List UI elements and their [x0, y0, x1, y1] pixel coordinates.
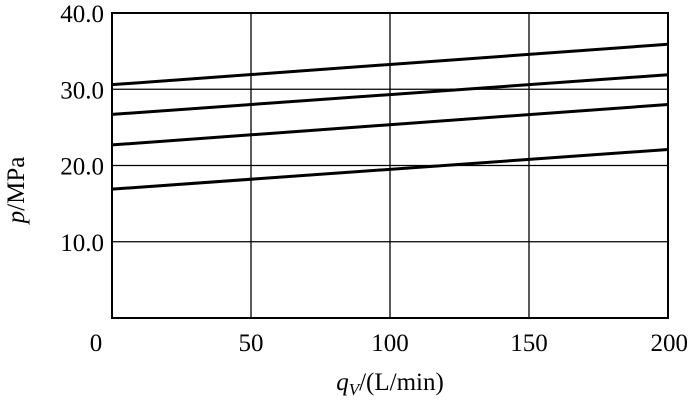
series-line-1	[111, 42, 669, 87]
x-axis-label: qV/(L/min)	[336, 369, 444, 399]
x-tick-label-4: 200	[651, 330, 689, 357]
series-lines	[111, 42, 669, 191]
x-tick-labels: 0 50 100 150 200	[90, 330, 688, 357]
plot-frame	[111, 12, 669, 319]
grid-lines	[112, 13, 668, 318]
x-tick-label-1: 50	[239, 330, 264, 357]
y-tick-label-1: 20.0	[60, 154, 104, 181]
y-tick-label-2: 30.0	[60, 77, 104, 104]
series-line-2	[111, 73, 669, 116]
series-line-3	[111, 103, 669, 147]
series-line-4	[111, 147, 669, 191]
y-axis-symbol: p	[3, 211, 30, 226]
x-tick-label-3: 150	[510, 330, 548, 357]
x-axis-unit: /(L/min)	[359, 369, 444, 396]
y-tick-label-3: 40.0	[60, 1, 104, 28]
y-tick-label-0: 10.0	[60, 230, 104, 257]
y-axis-label: p/MPa	[3, 157, 30, 226]
x-axis-symbol: q	[336, 369, 349, 396]
x-axis-subscript: V	[349, 380, 362, 399]
x-tick-label-2: 100	[371, 330, 409, 357]
y-tick-labels: 10.0 20.0 30.0 40.0	[60, 1, 104, 257]
x-tick-label-0: 0	[90, 330, 103, 357]
y-axis-unit: /MPa	[3, 157, 30, 211]
